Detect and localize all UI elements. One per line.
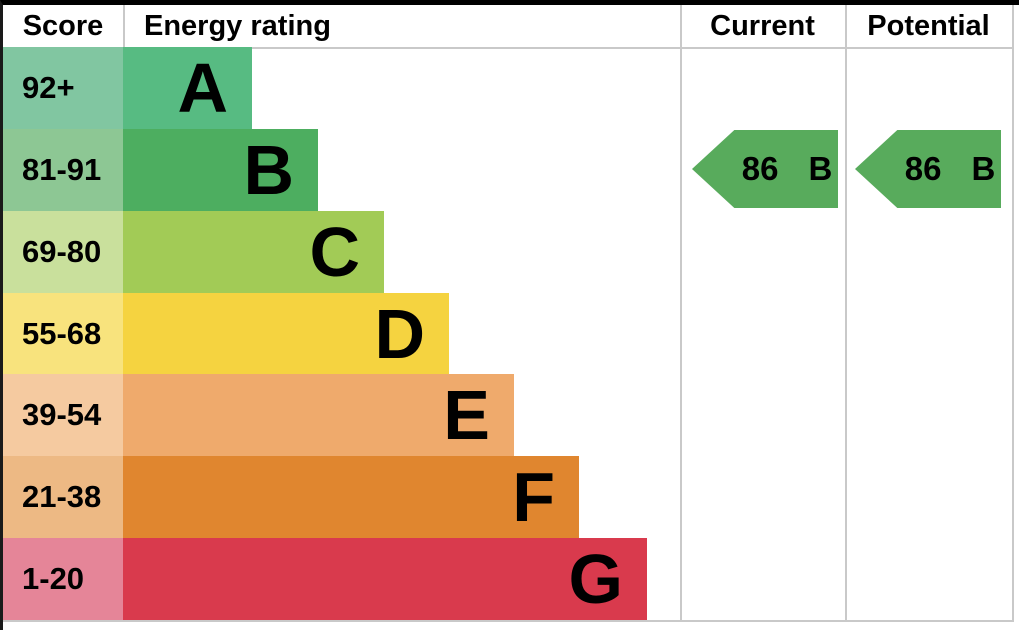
current-score-value: 86 [741,150,779,187]
header-energy-rating: Energy rating [144,10,331,42]
potential-rating-letter: B [971,150,996,187]
band-bar-e: E [123,374,514,457]
header-current: Current [710,10,815,42]
score-range-label-b: 81-91 [3,128,123,211]
band-bar-d: D [123,292,449,375]
header-divider-line [3,47,1014,49]
rating-rows: 92+ A 81-91 B 69-80 C 55-68 D 39-54 E 21-38 F 1-20 G [3,47,1012,621]
band-bar-b: B [123,128,318,211]
potential-column-divider [845,5,847,620]
header-potential: Potential [867,10,990,42]
rating-row-e: 39-54 E [3,374,1012,457]
score-range-label-f: 21-38 [3,456,123,539]
band-bar-c: C [123,210,384,293]
rating-row-f: 21-38 F [3,456,1012,539]
score-range-label-g: 1-20 [3,538,123,621]
band-bar-a: A [123,47,252,129]
rating-row-b: 81-91 B [3,128,1012,211]
header-score: Score [22,10,104,42]
rating-row-d: 55-68 D [3,292,1012,375]
band-bar-g: G [123,538,647,621]
score-range-label-d: 55-68 [3,292,123,375]
current-column-divider [680,5,682,620]
rating-row-a: 92+ A [3,47,1012,129]
current-rating-letter: B [808,150,833,187]
band-bar-f: F [123,456,579,539]
table-right-border [1012,5,1014,620]
score-range-label-e: 39-54 [3,374,123,457]
score-range-label-a: 92+ [3,47,123,129]
potential-score-value: 86 [904,150,942,187]
rating-row-g: 1-20 G [3,538,1012,621]
rating-row-c: 69-80 C [3,210,1012,293]
score-column-divider [123,5,125,47]
table-bottom-border [3,620,1014,622]
score-range-label-c: 69-80 [3,210,123,293]
